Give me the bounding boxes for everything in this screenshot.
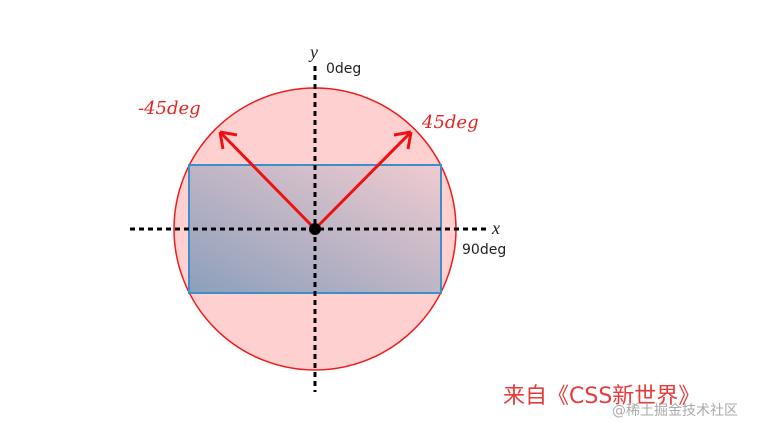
y-axis-label: y — [310, 42, 318, 62]
source-credit: 来自《CSS新世界》 — [503, 384, 701, 409]
x-axis-label: x — [492, 218, 500, 238]
arrow-45 — [313, 130, 413, 231]
watermark: @稀土掘金技术社区 — [612, 403, 738, 419]
label-90deg: 90deg — [462, 242, 507, 258]
label-0deg: 0deg — [326, 61, 362, 77]
label-45deg: 45deg — [422, 112, 479, 133]
arrow-neg45 — [218, 130, 317, 231]
origin-point — [309, 223, 321, 235]
label-neg45deg: -45deg — [138, 98, 201, 119]
